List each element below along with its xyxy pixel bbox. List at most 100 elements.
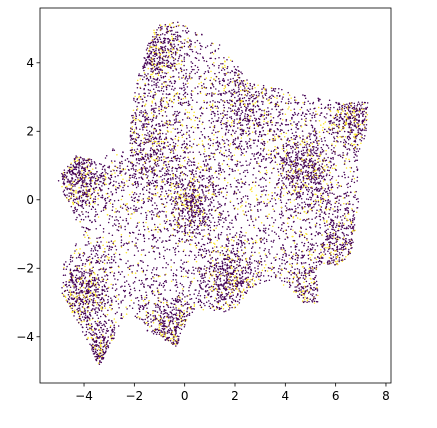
scatter-point-class-1 xyxy=(178,224,180,227)
scatter-point-class-0 xyxy=(155,73,157,75)
scatter-point-class-0 xyxy=(162,255,165,257)
scatter-point-class-0 xyxy=(309,205,311,207)
scatter-point-class-0 xyxy=(227,131,230,134)
scatter-point-class-0 xyxy=(180,146,183,149)
scatter-point-class-0 xyxy=(218,71,220,74)
scatter-point-class-0 xyxy=(265,179,267,181)
scatter-point-class-0 xyxy=(169,173,171,176)
scatter-point-class-1 xyxy=(343,202,345,205)
scatter-point-class-1 xyxy=(112,168,114,171)
scatter-point-class-0 xyxy=(136,182,139,184)
scatter-point-class-0 xyxy=(232,250,235,253)
scatter-point-class-0 xyxy=(191,62,194,64)
scatter-point-class-1 xyxy=(261,269,264,272)
scatter-point-class-0 xyxy=(347,143,350,145)
scatter-point-class-0 xyxy=(172,274,175,277)
scatter-point-class-0 xyxy=(223,101,226,103)
scatter-point-class-0 xyxy=(299,173,301,175)
scatter-point-class-0 xyxy=(160,108,163,111)
scatter-point-class-0 xyxy=(205,269,207,272)
scatter-point-class-0 xyxy=(292,150,294,152)
scatter-point-class-0 xyxy=(170,26,173,29)
scatter-point-class-0 xyxy=(122,186,124,189)
scatter-point-class-0 xyxy=(363,107,365,110)
scatter-point-class-0 xyxy=(98,324,100,326)
scatter-point-class-1 xyxy=(211,103,214,105)
scatter-point-class-1 xyxy=(226,236,229,238)
scatter-point-class-0 xyxy=(95,351,97,354)
scatter-point-class-0 xyxy=(218,81,221,83)
scatter-point-class-0 xyxy=(106,278,109,280)
scatter-point-class-0 xyxy=(121,195,124,197)
scatter-point-class-0 xyxy=(144,123,146,125)
scatter-point-class-0 xyxy=(131,138,134,141)
scatter-point-class-0 xyxy=(139,306,142,309)
scatter-point-class-0 xyxy=(97,336,99,339)
scatter-point-class-0 xyxy=(96,335,98,338)
scatter-point-class-0 xyxy=(160,230,162,233)
scatter-point-class-1 xyxy=(280,132,283,135)
scatter-point-class-0 xyxy=(215,88,217,90)
scatter-point-class-1 xyxy=(150,157,153,159)
scatter-point-class-0 xyxy=(137,304,140,306)
scatter-point-class-0 xyxy=(308,282,311,285)
scatter-point-class-0 xyxy=(308,222,311,224)
scatter-point-class-0 xyxy=(171,63,174,66)
scatter-point-class-0 xyxy=(174,167,177,170)
scatter-point-class-0 xyxy=(341,104,344,107)
scatter-point-class-0 xyxy=(148,92,150,95)
scatter-point-class-0 xyxy=(312,160,314,163)
scatter-point-class-0 xyxy=(98,183,100,186)
scatter-point-class-1 xyxy=(231,135,233,137)
scatter-point-class-0 xyxy=(160,159,163,162)
scatter-point-class-0 xyxy=(252,139,255,141)
scatter-point-class-0 xyxy=(223,221,225,224)
scatter-point-class-1 xyxy=(176,63,178,66)
scatter-point-class-0 xyxy=(159,33,162,36)
scatter-point-class-1 xyxy=(234,148,237,150)
scatter-point-class-1 xyxy=(161,333,164,336)
scatter-point-class-0 xyxy=(159,228,161,231)
scatter-point-class-0 xyxy=(185,199,188,201)
scatter-point-class-0 xyxy=(162,240,164,242)
scatter-point-class-0 xyxy=(319,188,322,190)
scatter-point-class-0 xyxy=(246,169,248,171)
scatter-point-class-0 xyxy=(352,221,354,223)
scatter-point-class-1 xyxy=(341,242,344,244)
scatter-point-class-0 xyxy=(323,170,326,172)
scatter-point-class-0 xyxy=(184,254,187,257)
scatter-point-class-0 xyxy=(185,167,187,170)
scatter-point-class-1 xyxy=(94,273,96,275)
scatter-point-class-0 xyxy=(134,175,136,178)
scatter-point-class-0 xyxy=(179,87,181,89)
scatter-point-class-0 xyxy=(295,207,297,210)
scatter-point-class-0 xyxy=(333,106,335,109)
scatter-point-class-1 xyxy=(334,201,337,204)
scatter-point-class-0 xyxy=(129,285,131,288)
scatter-point-class-0 xyxy=(148,237,150,240)
scatter-point-class-0 xyxy=(229,286,231,289)
scatter-point-class-1 xyxy=(72,203,75,206)
scatter-point-class-0 xyxy=(302,286,304,288)
scatter-point-class-0 xyxy=(232,266,235,268)
scatter-point-class-0 xyxy=(196,178,199,181)
scatter-point-class-0 xyxy=(171,85,174,88)
scatter-point-class-0 xyxy=(94,320,96,323)
scatter-point-class-0 xyxy=(355,150,358,153)
scatter-point-class-0 xyxy=(195,57,198,60)
scatter-point-class-1 xyxy=(318,142,320,145)
scatter-point-class-0 xyxy=(151,204,154,206)
scatter-point-class-0 xyxy=(147,302,149,305)
scatter-point-class-0 xyxy=(284,205,287,207)
scatter-point-class-0 xyxy=(181,77,183,79)
scatter-point-class-1 xyxy=(165,138,168,141)
scatter-point-class-0 xyxy=(173,75,175,78)
scatter-point-class-0 xyxy=(115,169,118,172)
scatter-point-class-0 xyxy=(189,222,191,225)
scatter-point-class-0 xyxy=(247,133,250,136)
scatter-point-class-0 xyxy=(204,276,206,279)
scatter-point-class-0 xyxy=(189,298,191,300)
scatter-point-class-0 xyxy=(138,308,141,311)
scatter-point-class-0 xyxy=(107,309,109,312)
scatter-point-class-0 xyxy=(201,222,203,225)
